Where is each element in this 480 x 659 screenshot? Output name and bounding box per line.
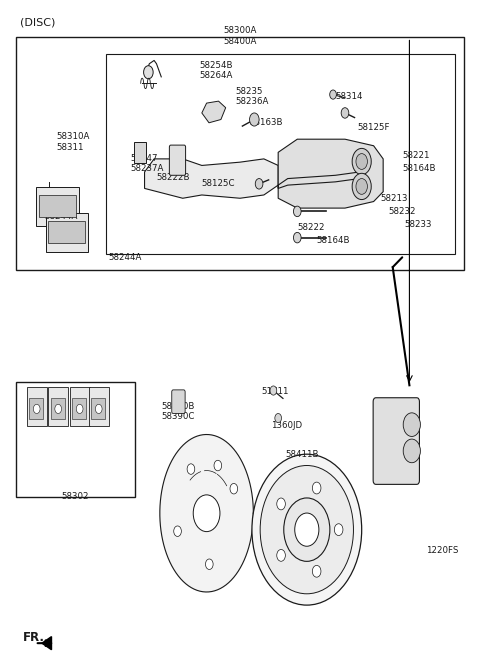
Text: 58125C: 58125C bbox=[202, 179, 235, 188]
Circle shape bbox=[335, 524, 343, 536]
Text: 58254B
58264A: 58254B 58264A bbox=[199, 61, 233, 80]
Circle shape bbox=[230, 484, 238, 494]
Circle shape bbox=[403, 413, 420, 436]
Text: 58222: 58222 bbox=[297, 223, 325, 232]
Circle shape bbox=[252, 454, 362, 605]
FancyBboxPatch shape bbox=[38, 195, 76, 217]
FancyBboxPatch shape bbox=[48, 221, 85, 243]
Circle shape bbox=[255, 179, 263, 189]
FancyBboxPatch shape bbox=[89, 387, 109, 426]
Circle shape bbox=[34, 405, 40, 413]
Text: 58310A
58311: 58310A 58311 bbox=[56, 132, 90, 152]
FancyBboxPatch shape bbox=[134, 142, 145, 163]
FancyBboxPatch shape bbox=[50, 399, 65, 419]
Text: 58164B: 58164B bbox=[402, 164, 436, 173]
Circle shape bbox=[352, 148, 371, 175]
FancyBboxPatch shape bbox=[169, 145, 186, 175]
Circle shape bbox=[187, 464, 195, 474]
Circle shape bbox=[295, 513, 319, 546]
Text: FR.: FR. bbox=[23, 631, 45, 645]
Circle shape bbox=[293, 233, 301, 243]
FancyBboxPatch shape bbox=[48, 387, 68, 426]
Circle shape bbox=[284, 498, 330, 561]
Circle shape bbox=[341, 107, 349, 118]
Circle shape bbox=[270, 386, 277, 395]
Circle shape bbox=[260, 465, 353, 594]
Polygon shape bbox=[202, 101, 226, 123]
Polygon shape bbox=[42, 637, 51, 650]
FancyBboxPatch shape bbox=[46, 214, 88, 252]
Text: (DISC): (DISC) bbox=[21, 18, 56, 28]
FancyBboxPatch shape bbox=[72, 399, 86, 419]
Text: 58244A: 58244A bbox=[44, 212, 78, 221]
Circle shape bbox=[193, 495, 220, 532]
Text: 51711: 51711 bbox=[262, 387, 289, 396]
Text: 58164B: 58164B bbox=[316, 237, 350, 245]
Circle shape bbox=[76, 405, 83, 413]
Polygon shape bbox=[160, 434, 253, 592]
FancyBboxPatch shape bbox=[36, 187, 79, 226]
Text: 58300A
58400A: 58300A 58400A bbox=[223, 26, 257, 45]
Circle shape bbox=[293, 206, 301, 217]
Circle shape bbox=[330, 90, 336, 99]
Text: 58411B: 58411B bbox=[285, 449, 319, 459]
Circle shape bbox=[312, 565, 321, 577]
Text: 58390B
58390C: 58390B 58390C bbox=[161, 402, 194, 421]
Circle shape bbox=[275, 413, 281, 422]
Text: 58222B: 58222B bbox=[156, 173, 190, 182]
Text: 58232: 58232 bbox=[388, 207, 415, 216]
Circle shape bbox=[214, 460, 222, 471]
Circle shape bbox=[352, 173, 371, 200]
FancyBboxPatch shape bbox=[27, 387, 47, 426]
Circle shape bbox=[356, 154, 367, 169]
Circle shape bbox=[356, 179, 367, 194]
Circle shape bbox=[96, 405, 102, 413]
Circle shape bbox=[277, 498, 285, 510]
Circle shape bbox=[174, 526, 181, 536]
FancyBboxPatch shape bbox=[29, 399, 43, 419]
Text: 58163B: 58163B bbox=[250, 118, 283, 127]
Text: 1360JD: 1360JD bbox=[271, 422, 302, 430]
Text: 58314: 58314 bbox=[336, 92, 363, 101]
Text: 58244A: 58244A bbox=[109, 253, 142, 262]
Circle shape bbox=[277, 550, 285, 561]
Polygon shape bbox=[144, 159, 278, 198]
FancyBboxPatch shape bbox=[70, 387, 90, 426]
Circle shape bbox=[312, 482, 321, 494]
Polygon shape bbox=[278, 139, 383, 208]
Circle shape bbox=[250, 113, 259, 126]
FancyBboxPatch shape bbox=[91, 399, 106, 419]
Text: 58213: 58213 bbox=[381, 194, 408, 203]
Circle shape bbox=[205, 559, 213, 569]
Text: 58125F: 58125F bbox=[357, 123, 389, 132]
Text: 58302: 58302 bbox=[61, 492, 89, 501]
Circle shape bbox=[403, 439, 420, 463]
FancyBboxPatch shape bbox=[172, 390, 185, 413]
Text: 58233: 58233 bbox=[405, 220, 432, 229]
FancyBboxPatch shape bbox=[373, 398, 420, 484]
Circle shape bbox=[144, 66, 153, 79]
Text: 58247
58237A: 58247 58237A bbox=[130, 154, 164, 173]
Text: 58221: 58221 bbox=[402, 151, 430, 160]
Text: 58235
58236A: 58235 58236A bbox=[235, 87, 269, 106]
Text: 1220FS: 1220FS bbox=[426, 546, 458, 555]
Circle shape bbox=[55, 405, 61, 413]
